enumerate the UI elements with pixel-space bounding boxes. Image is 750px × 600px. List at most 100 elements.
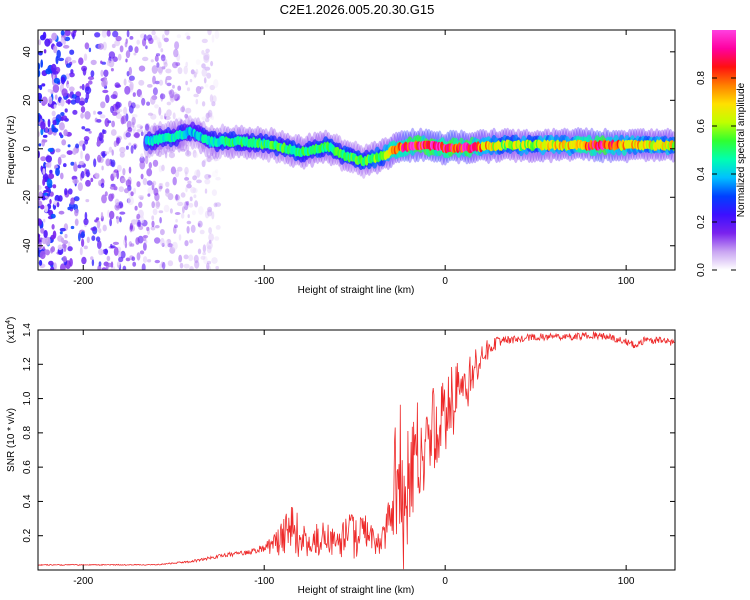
noise-blob <box>193 254 199 264</box>
x-tick-label: -100 <box>254 276 274 287</box>
noise-blob <box>50 213 56 219</box>
noise-blob <box>41 96 48 105</box>
noise-blob <box>119 216 122 223</box>
noise-blob <box>119 211 126 215</box>
noise-blob <box>140 94 143 99</box>
noise-blob <box>110 94 118 99</box>
noise-blob <box>204 84 209 88</box>
noise-blob <box>116 215 120 224</box>
noise-blob <box>214 236 220 241</box>
noise-blob <box>196 179 202 184</box>
noise-blob <box>130 243 135 247</box>
noise-blob <box>97 111 103 115</box>
noise-blob <box>68 188 73 195</box>
noise-blob <box>102 224 107 232</box>
noise-blob <box>131 116 136 126</box>
noise-blob <box>194 260 200 269</box>
noise-blob <box>138 79 145 86</box>
noise-blob <box>93 110 96 115</box>
noise-blob <box>200 86 204 90</box>
noise-blob <box>44 38 51 47</box>
noise-blob <box>43 218 46 223</box>
noise-blob <box>79 85 83 89</box>
noise-blob <box>41 83 46 87</box>
noise-blob <box>134 131 140 139</box>
noise-blob <box>164 78 168 85</box>
noise-blob <box>203 159 207 163</box>
noise-blob <box>151 220 155 228</box>
noise-blob <box>74 161 77 167</box>
noise-blob <box>46 193 51 197</box>
noise-blob <box>142 178 148 186</box>
noise-blob <box>47 147 54 153</box>
noise-blob <box>206 262 210 270</box>
noise-blob <box>195 86 202 94</box>
noise-blob <box>111 43 116 49</box>
noise-blob <box>173 48 179 58</box>
noise-blob <box>204 178 211 185</box>
noise-blob <box>177 117 182 123</box>
noise-blob <box>47 118 51 128</box>
noise-blob <box>61 88 68 97</box>
noise-blob <box>119 151 125 158</box>
noise-blob <box>177 201 184 207</box>
noise-blob <box>173 226 177 234</box>
noise-blob <box>129 225 133 229</box>
noise-blob <box>38 185 42 191</box>
noise-blob <box>40 128 44 136</box>
noise-blob <box>87 76 95 81</box>
noise-blob <box>140 131 144 136</box>
noise-blob <box>160 237 165 247</box>
noise-blob <box>49 169 53 174</box>
noise-blob <box>109 218 112 227</box>
noise-blob <box>208 227 213 234</box>
x-tick-label: 0 <box>442 576 448 587</box>
colorbar-label: Normalized spectral amplitude <box>736 82 747 217</box>
noise-blob <box>139 250 145 255</box>
noise-blob <box>185 144 190 152</box>
noise-blob <box>121 115 127 124</box>
noise-blob <box>61 243 67 249</box>
noise-blob <box>71 94 77 99</box>
noise-blob <box>122 265 127 270</box>
x-tick-label: 100 <box>618 276 635 287</box>
y-tick-label: 0 <box>22 146 33 152</box>
noise-blob <box>51 224 55 230</box>
noise-blob <box>117 261 121 266</box>
noise-blob <box>208 233 215 242</box>
noise-blob <box>57 244 63 251</box>
noise-blob <box>81 126 86 130</box>
noise-blob <box>146 168 153 177</box>
noise-blob <box>145 123 150 131</box>
noise-blob <box>207 206 213 213</box>
noise-blob <box>38 259 43 266</box>
noise-blob <box>45 68 52 75</box>
noise-blob <box>90 227 97 231</box>
noise-blob <box>165 75 172 81</box>
noise-blob <box>100 182 105 189</box>
noise-blob <box>104 191 108 197</box>
noise-blob <box>136 124 142 129</box>
noise-blob <box>124 188 129 194</box>
noise-blob <box>142 56 149 62</box>
noise-blob <box>101 61 106 65</box>
snr-y-multiplier: (x104) <box>5 317 17 344</box>
noise-blob <box>208 174 212 178</box>
spectrogram-x-label: Height of straight line (km) <box>298 285 415 296</box>
noise-blob <box>38 69 41 78</box>
spectrogram-y-label: Frequency (Hz) <box>6 116 17 185</box>
noise-blob <box>66 150 73 156</box>
noise-blob <box>38 234 41 238</box>
noise-blob <box>97 240 102 250</box>
snr-multiplier-close: ) <box>6 317 17 320</box>
noise-blob <box>81 238 85 247</box>
noise-blob <box>110 245 116 249</box>
noise-blob <box>161 164 165 172</box>
noise-blob <box>148 162 152 169</box>
noise-blob <box>55 55 59 65</box>
noise-blob <box>168 152 175 159</box>
noise-blob <box>129 81 134 91</box>
noise-blob <box>211 257 218 264</box>
noise-blob <box>78 161 85 166</box>
noise-blob <box>203 54 210 64</box>
